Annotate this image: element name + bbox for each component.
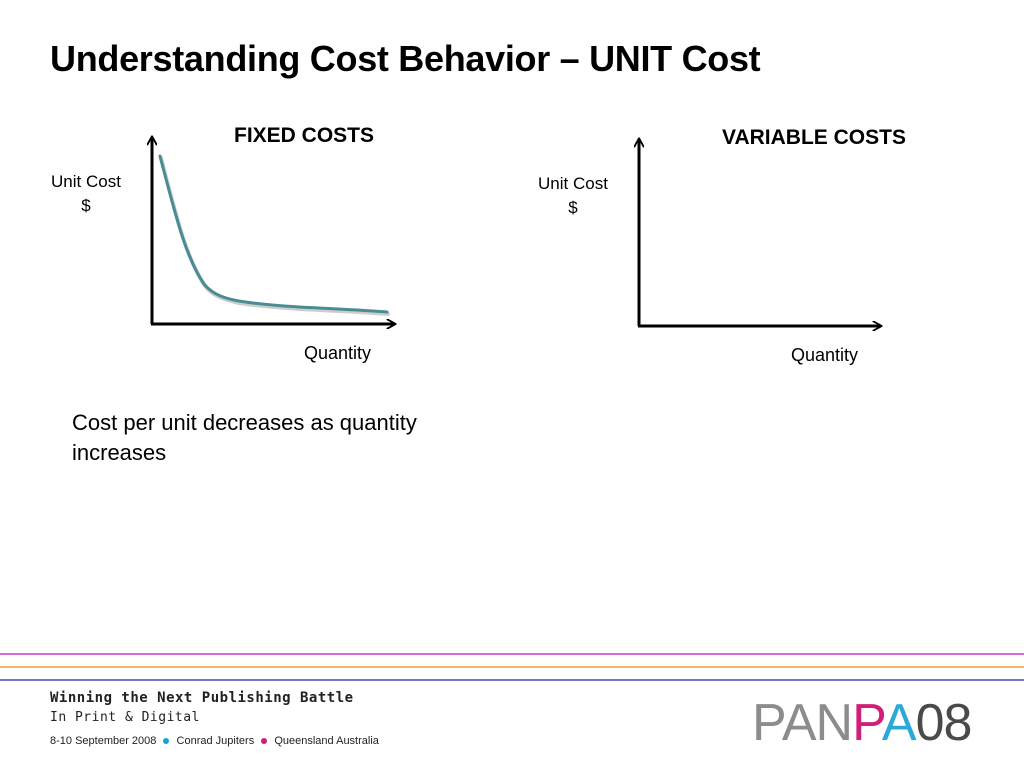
footer-rules xyxy=(0,653,1024,681)
bullet-dot-icon xyxy=(163,738,170,745)
bullet-dot-icon xyxy=(261,738,268,745)
logo-colored-letters: PA xyxy=(852,694,917,752)
event-venue: Conrad Jupiters xyxy=(176,735,255,747)
conference-subtagline: In Print & Digital xyxy=(50,710,200,725)
fixed-x-axis-label: Quantity xyxy=(304,343,372,363)
logo-letter: P xyxy=(852,694,883,752)
fixed-ylabel-line1: Unit Cost xyxy=(51,172,121,191)
fixed-costs-graph xyxy=(151,137,395,324)
logo-year: 08 xyxy=(915,694,973,752)
logo-letter: A xyxy=(881,694,917,752)
variable-x-axis-label: Quantity xyxy=(791,345,859,365)
variable-ylabel-line1: Unit Cost xyxy=(538,174,608,193)
fixed-costs-title: FIXED COSTS xyxy=(234,124,375,147)
event-date: 8-10 September 2008 xyxy=(50,735,157,747)
variable-costs-title: VARIABLE COSTS xyxy=(722,126,906,149)
fixed-curve-shadow xyxy=(159,156,390,316)
fixed-cost-curve xyxy=(158,154,389,314)
fixed-ylabel-line2: $ xyxy=(81,196,91,215)
event-location: Queensland Australia xyxy=(274,735,379,747)
variable-costs-graph xyxy=(638,139,881,326)
event-details: 8-10 September 2008 Conrad Jupiters Quee… xyxy=(50,735,379,747)
panpa-logo: PANPA08 xyxy=(752,694,973,752)
variable-ylabel-line2: $ xyxy=(568,198,578,217)
conference-tagline: Winning the Next Publishing Battle xyxy=(50,690,354,706)
fixed-costs-note: Cost per unit decreases as quantity incr… xyxy=(72,410,417,465)
slide-title: Understanding Cost Behavior – UNIT Cost xyxy=(50,38,761,79)
logo-prefix: PAN xyxy=(752,694,853,752)
fixed-y-axis-label: Unit Cost $ xyxy=(40,170,132,218)
variable-y-axis-label: Unit Cost $ xyxy=(527,172,619,220)
